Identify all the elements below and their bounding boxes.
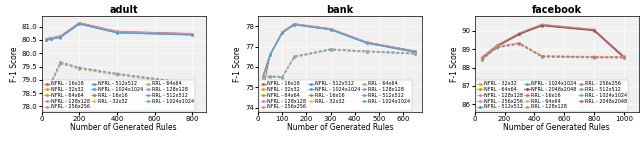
X-axis label: Number of Generated Rules: Number of Generated Rules bbox=[70, 123, 177, 132]
Title: adult: adult bbox=[109, 5, 138, 15]
Y-axis label: F-1 Score: F-1 Score bbox=[10, 46, 19, 82]
Legend: NFRL - 32x32, NFRL - 64x64, NFRL - 128x128, NFRL - 256x256, NFRL - 512x512, NFRL: NFRL - 32x32, NFRL - 64x64, NFRL - 128x1… bbox=[476, 80, 628, 111]
X-axis label: Number of Generated Rules: Number of Generated Rules bbox=[504, 123, 610, 132]
Legend: NFRL - 16x16, NFRL - 32x32, NFRL - 64x64, NFRL - 128x128, NFRL - 256x256, NFRL -: NFRL - 16x16, NFRL - 32x32, NFRL - 64x64… bbox=[259, 80, 412, 111]
Title: bank: bank bbox=[326, 5, 354, 15]
Y-axis label: F-1 Score: F-1 Score bbox=[450, 46, 459, 82]
Y-axis label: F-1 Score: F-1 Score bbox=[233, 46, 242, 82]
Title: facebook: facebook bbox=[532, 5, 582, 15]
X-axis label: Number of Generated Rules: Number of Generated Rules bbox=[287, 123, 394, 132]
Legend: NFRL - 16x16, NFRL - 32x32, NFRL - 64x64, NFRL - 128x128, NFRL - 256x256, NFRL -: NFRL - 16x16, NFRL - 32x32, NFRL - 64x64… bbox=[43, 80, 195, 111]
